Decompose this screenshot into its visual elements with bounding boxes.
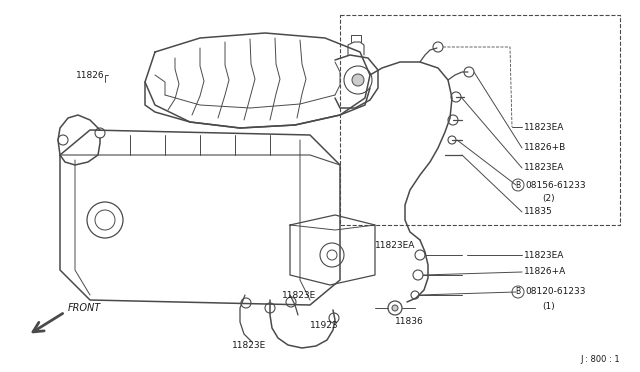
Text: 11826: 11826	[76, 71, 104, 80]
Text: 08120-61233: 08120-61233	[525, 288, 586, 296]
Text: 11823E: 11823E	[232, 340, 266, 350]
Text: B: B	[515, 180, 520, 189]
Circle shape	[352, 74, 364, 86]
Text: 11835: 11835	[524, 208, 553, 217]
Text: (2): (2)	[542, 193, 555, 202]
Text: (1): (1)	[542, 301, 555, 311]
Circle shape	[392, 305, 398, 311]
Text: B: B	[515, 288, 520, 296]
Text: J : 800 : 1: J : 800 : 1	[580, 356, 620, 365]
Text: 11823EA: 11823EA	[524, 122, 564, 131]
Text: 11826+A: 11826+A	[524, 267, 566, 276]
Text: 11823EA: 11823EA	[375, 241, 415, 250]
Text: 11923: 11923	[310, 321, 339, 330]
Text: 11836: 11836	[395, 317, 424, 327]
Text: 11823E: 11823E	[282, 291, 316, 299]
Text: 11826+B: 11826+B	[524, 144, 566, 153]
Text: 11823EA: 11823EA	[524, 164, 564, 173]
Text: 11823EA: 11823EA	[524, 250, 564, 260]
Text: FRONT: FRONT	[68, 303, 101, 313]
Text: 08156-61233: 08156-61233	[525, 180, 586, 189]
